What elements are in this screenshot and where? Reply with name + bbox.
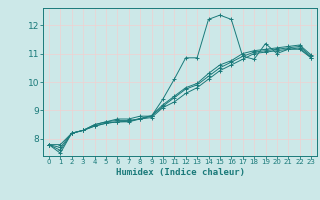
X-axis label: Humidex (Indice chaleur): Humidex (Indice chaleur) <box>116 168 244 177</box>
